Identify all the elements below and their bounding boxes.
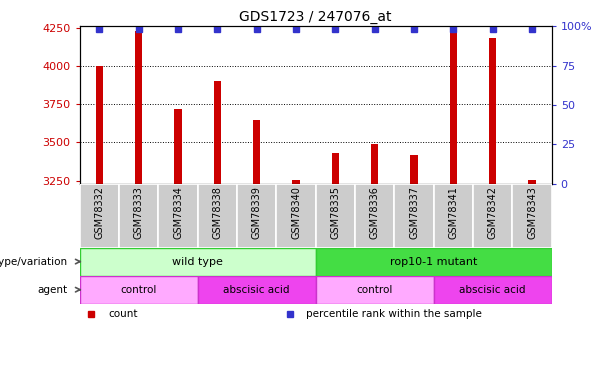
Text: count: count xyxy=(108,309,137,319)
Text: rop10-1 mutant: rop10-1 mutant xyxy=(390,256,478,267)
Text: GSM78339: GSM78339 xyxy=(252,186,262,238)
Text: GSM78340: GSM78340 xyxy=(291,186,301,238)
Bar xyxy=(276,184,316,248)
Bar xyxy=(119,184,158,248)
Bar xyxy=(332,153,339,184)
Bar xyxy=(253,120,261,184)
Bar xyxy=(434,184,473,248)
Text: control: control xyxy=(357,285,393,295)
Text: GSM78335: GSM78335 xyxy=(330,186,340,238)
Text: abscisic acid: abscisic acid xyxy=(224,285,290,295)
Text: GSM78334: GSM78334 xyxy=(173,186,183,238)
Bar xyxy=(80,248,316,276)
Bar xyxy=(316,276,434,304)
Text: wild type: wild type xyxy=(172,256,223,267)
Text: GSM78342: GSM78342 xyxy=(488,186,498,238)
Text: percentile rank within the sample: percentile rank within the sample xyxy=(306,309,482,319)
Bar xyxy=(96,66,103,184)
Text: GSM78343: GSM78343 xyxy=(527,186,537,238)
Text: GSM78336: GSM78336 xyxy=(370,186,379,238)
Bar xyxy=(355,184,394,248)
Text: agent: agent xyxy=(37,285,67,295)
Bar xyxy=(135,31,142,184)
Bar xyxy=(197,184,237,248)
Bar xyxy=(197,276,316,304)
Bar xyxy=(411,155,417,184)
Bar xyxy=(394,184,434,248)
Text: control: control xyxy=(121,285,157,295)
Bar xyxy=(80,276,197,304)
Bar xyxy=(292,180,300,184)
Bar xyxy=(316,248,552,276)
Bar xyxy=(489,39,497,184)
Text: genotype/variation: genotype/variation xyxy=(0,256,67,267)
Text: GSM78337: GSM78337 xyxy=(409,186,419,238)
Bar xyxy=(512,184,552,248)
Bar xyxy=(316,184,355,248)
Bar xyxy=(434,276,552,304)
Bar xyxy=(473,184,512,248)
Text: GSM78341: GSM78341 xyxy=(448,186,459,238)
Bar xyxy=(450,31,457,184)
Bar xyxy=(175,109,181,184)
Bar xyxy=(528,180,536,184)
Text: GSM78332: GSM78332 xyxy=(94,186,104,238)
Bar xyxy=(214,81,221,184)
Text: GSM78338: GSM78338 xyxy=(212,186,223,238)
Bar xyxy=(371,144,378,184)
Bar xyxy=(237,184,276,248)
Text: GSM78333: GSM78333 xyxy=(134,186,143,238)
Title: GDS1723 / 247076_at: GDS1723 / 247076_at xyxy=(240,10,392,24)
Text: abscisic acid: abscisic acid xyxy=(460,285,526,295)
Bar xyxy=(80,184,119,248)
Bar xyxy=(158,184,198,248)
